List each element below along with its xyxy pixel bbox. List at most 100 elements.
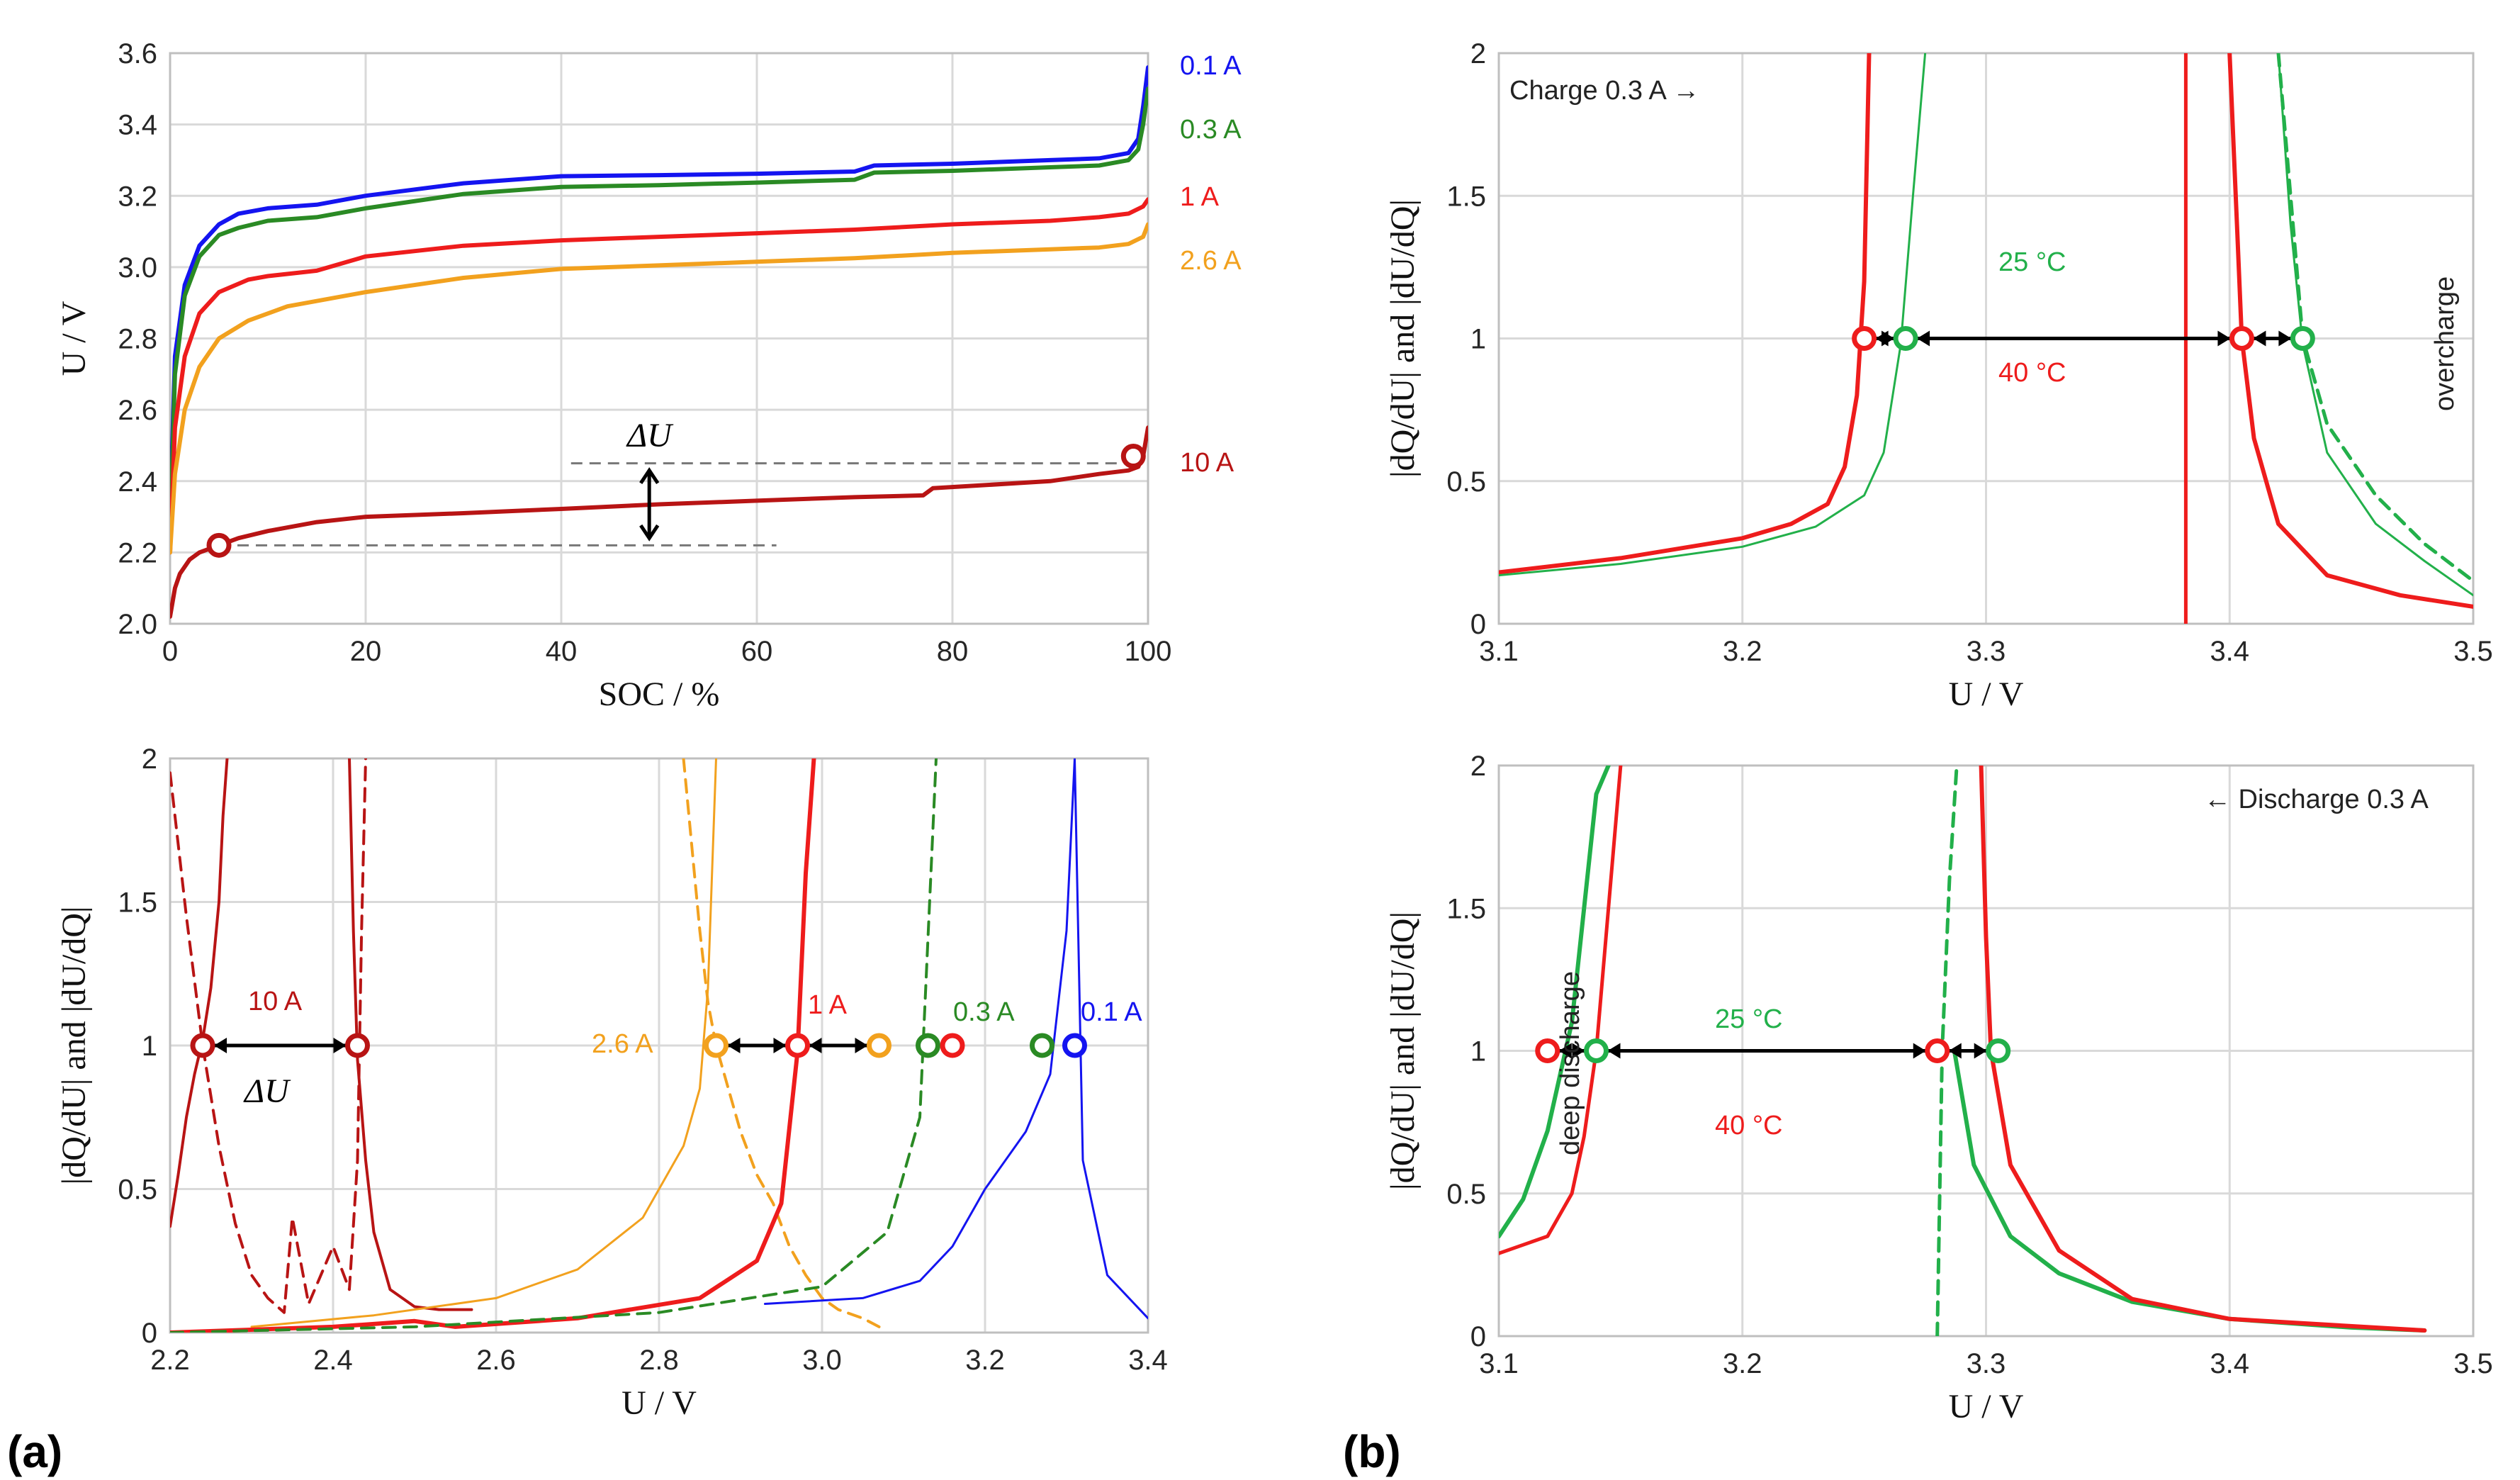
series-line: [764, 758, 1148, 1320]
x-tick-label: 2.8: [639, 1345, 679, 1376]
data-marker: [1584, 1038, 1609, 1063]
series-line: [2227, 53, 2473, 609]
x-tick-label: 3.2: [965, 1345, 1005, 1376]
data-marker: [1030, 1033, 1054, 1058]
series-line: [170, 86, 1148, 537]
y-tick-label: 0: [142, 1318, 157, 1349]
y-tick-label: 1: [1470, 324, 1486, 355]
x-tick-label: 3.4: [1128, 1345, 1168, 1376]
y-tick-label: 1.5: [118, 887, 157, 919]
x-axis-label: SOC / %: [599, 675, 720, 713]
plot-frame: [169, 757, 1149, 1334]
y-tick-label: 2: [142, 744, 157, 775]
y-tick-label: 3.0: [118, 252, 157, 284]
y-axis-label: |dQ/dU| and |dU/dQ|: [55, 906, 93, 1184]
x-tick-label: 0: [162, 636, 178, 667]
y-tick-label: 1: [142, 1031, 157, 1062]
label-25C-top: 25 °C: [1998, 247, 2066, 277]
delta-u-bottom: ΔU: [243, 1072, 291, 1110]
x-tick-label: 3.2: [1723, 636, 1762, 667]
delta-arrow-head-down: [639, 524, 660, 542]
label-0.1A-bottom: 0.1 A: [1081, 997, 1142, 1027]
arrow-head-right: [855, 1038, 868, 1053]
series-line: [170, 758, 229, 1228]
y-tick-label: 3.2: [118, 181, 157, 212]
series-group: [170, 758, 1148, 1333]
legend-label-2.6A: 2.6 A: [1180, 246, 1242, 276]
overcharge-label: overcharge: [2430, 276, 2460, 411]
series-line: [1499, 53, 1872, 575]
legend-label-0.1A: 0.1 A: [1180, 51, 1242, 81]
data-marker: [1535, 1038, 1560, 1063]
x-axis-label: U / V: [1949, 675, 2024, 713]
x-tick-label: 60: [741, 636, 773, 667]
chart-a-top: 0 20 40 60 80 100 2.0 2.2 2.4 2.6 2.8 3.0 3.2 3.4 3.6 S…: [55, 38, 1171, 713]
data-marker: [345, 1033, 370, 1058]
data-marker: [190, 1033, 215, 1058]
label-40C-top: 40 °C: [1998, 358, 2066, 388]
arrow-head-right: [2217, 330, 2231, 347]
series-line: [170, 758, 938, 1333]
data-marker: [1120, 444, 1146, 469]
label-40C-bottom: 40 °C: [1715, 1111, 1782, 1140]
x-tick-label: 2.4: [313, 1345, 353, 1376]
arrow-head-left: [1948, 1043, 1962, 1059]
arrow-head-right: [1974, 1043, 1987, 1059]
series-line: [1979, 766, 2427, 1333]
arrow-head-left: [727, 1038, 741, 1053]
series-line: [170, 197, 1148, 555]
y-axis-label: |dQ/dU| and |dU/dQ|: [1384, 199, 1422, 478]
x-tick-label: 80: [937, 636, 969, 667]
deep-discharge-label: deep discharge: [1556, 971, 1585, 1155]
y-tick-label: 0: [1470, 1321, 1486, 1352]
y-tick-label: 2.8: [118, 324, 157, 355]
arrow-head-right: [1913, 1043, 1926, 1059]
arrow-head-left: [1607, 1043, 1621, 1059]
y-tick-label: 0.5: [1446, 1179, 1486, 1210]
panel-label-b: (b): [1343, 1426, 1401, 1477]
series-line: [682, 758, 881, 1328]
plot-frame: [1497, 52, 2475, 625]
x-tick-label: 40: [546, 636, 578, 667]
y-tick-label: 2: [1470, 38, 1486, 69]
series-line: [2276, 53, 2473, 583]
x-tick-label: 20: [350, 636, 382, 667]
y-tick-label: 0.5: [118, 1175, 157, 1206]
series-group: [170, 65, 1148, 619]
plot-frame: [1497, 764, 2475, 1338]
delta-arrow-head-up: [639, 467, 660, 485]
arrow-head-left: [1558, 1043, 1572, 1059]
data-marker: [867, 1033, 891, 1058]
data-marker: [704, 1033, 729, 1058]
x-tick-label: 3.0: [802, 1345, 842, 1376]
series-line: [1499, 766, 1611, 1239]
series-line: [1935, 766, 1959, 1336]
charge-title: Charge 0.3 A →: [1509, 76, 1699, 106]
data-marker: [785, 1033, 810, 1058]
y-tick-label: 2.2: [118, 537, 157, 568]
series-line: [1499, 53, 1927, 577]
arrow-head-right: [773, 1038, 787, 1053]
data-marker: [2290, 326, 2315, 351]
series-line: [170, 758, 816, 1333]
label-25C-bottom: 25 °C: [1715, 1004, 1782, 1034]
plot-frame: [169, 52, 1149, 625]
x-tick-label: 2.2: [150, 1345, 190, 1376]
plots-layer: 0 20 40 60 80 1002.02.22.42.62.83.03.23.43.6S…: [55, 38, 2493, 1425]
series-group: [1499, 766, 2427, 1336]
y-tick-label: 2.6: [118, 395, 157, 426]
chart-b-bottom: 3.1 3.2 3.3 3.4 3.5 0 0.5 1 1.5 2 U / V |dQ/dU| and…: [1384, 751, 2493, 1425]
x-tick-label: 3.3: [1967, 1348, 2006, 1379]
x-tick-label: 3.1: [1479, 636, 1519, 667]
data-marker: [206, 532, 232, 558]
label-2.6A-bottom: 2.6 A: [592, 1029, 653, 1059]
legend-label-1A: 1 A: [1180, 182, 1220, 212]
series-line: [1499, 766, 1623, 1255]
y-tick-label: 0: [1470, 609, 1486, 640]
data-marker: [2229, 326, 2254, 351]
delta-u-label: ΔU: [626, 417, 674, 454]
chart-b-top: 3.1 3.2 3.3 3.4 3.5 0 0.5 1 1.5 2 U / V |dQ/dU| and…: [1384, 38, 2493, 713]
data-marker: [916, 1033, 940, 1058]
y-tick-label: 2: [1470, 751, 1486, 782]
chart-a-bottom: 2.2 2.4 2.6 2.8 3.0 3.2 3.4 0 0.5 1 1.5 2 U / V |dQ/d…: [55, 744, 1168, 1422]
